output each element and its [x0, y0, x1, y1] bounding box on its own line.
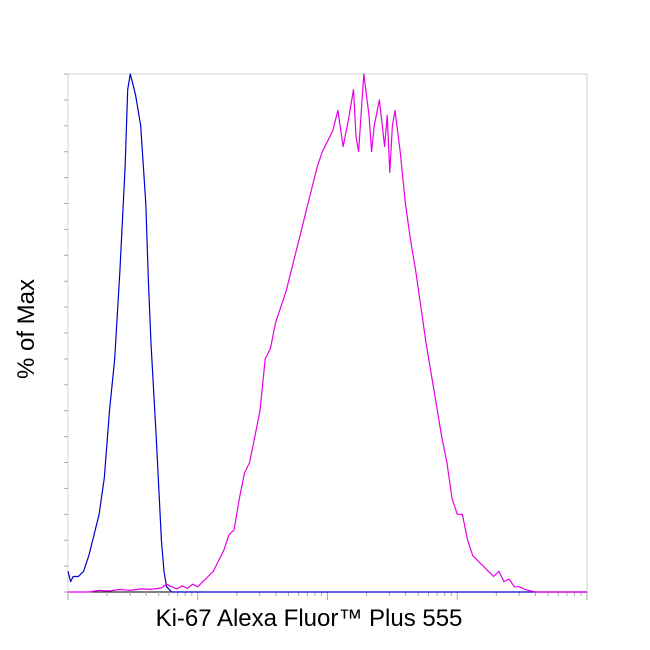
plot-frame [67, 73, 588, 593]
series-layer [67, 73, 587, 593]
x-axis-label: Ki-67 Alexa Fluor™ Plus 555 [156, 605, 463, 632]
axis-ticks [64, 73, 588, 600]
y-axis-label: % of Max [13, 279, 40, 379]
series-line-magenta [68, 73, 587, 593]
series-line-blue [67, 73, 587, 593]
